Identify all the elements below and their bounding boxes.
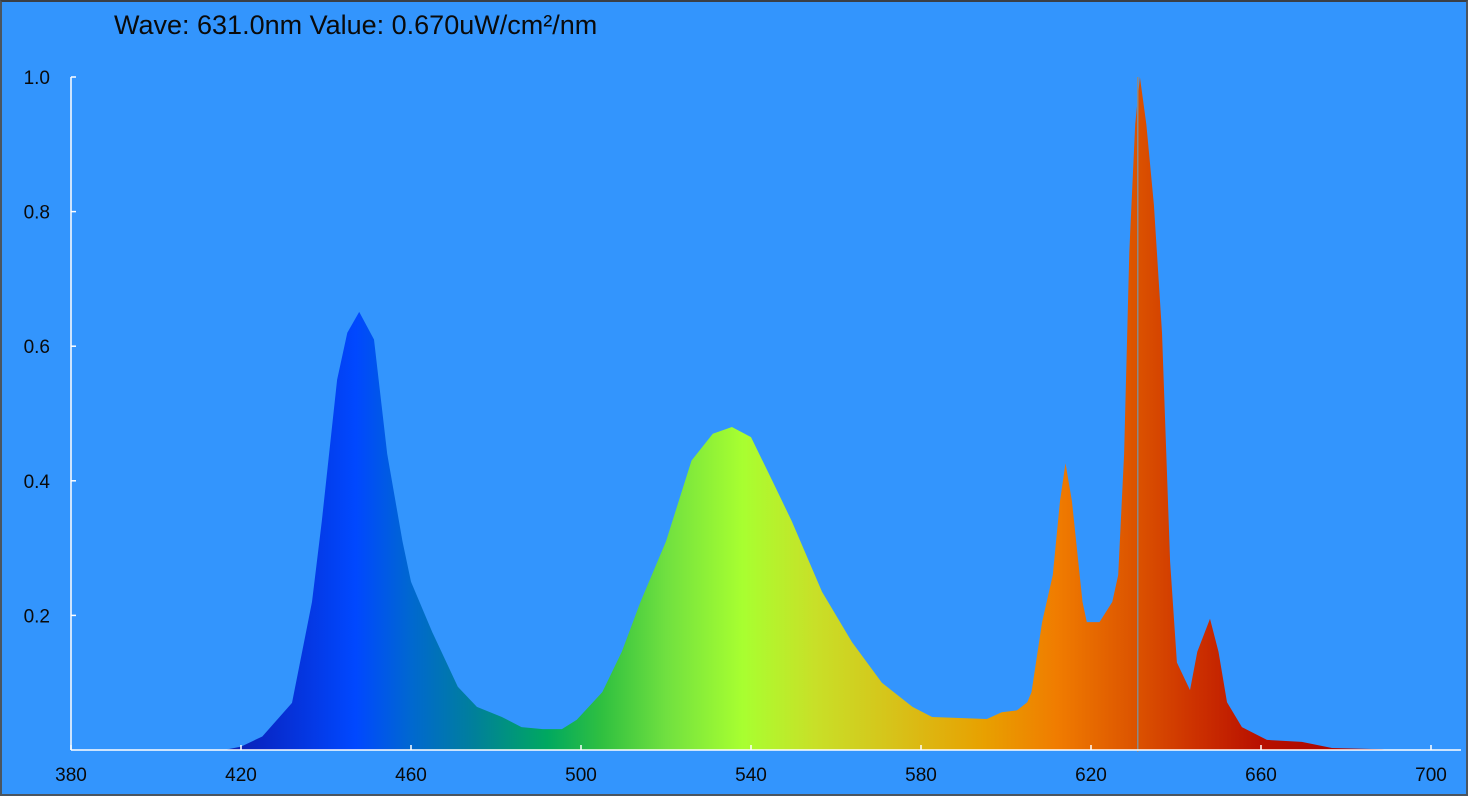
y-tick-label: 1.0	[24, 68, 50, 89]
y-tick-label: 0.2	[24, 606, 50, 627]
x-tick-label: 420	[225, 765, 257, 786]
x-tick-label: 500	[565, 765, 597, 786]
x-tick-label: 540	[735, 765, 767, 786]
x-tick-label: 700	[1415, 765, 1447, 786]
y-tick-label: 0.6	[24, 337, 50, 358]
x-tick-label: 380	[55, 765, 87, 786]
x-tick-label: 580	[905, 765, 937, 786]
y-tick-label: 0.4	[24, 472, 51, 493]
x-tick-label: 620	[1075, 765, 1107, 786]
y-tick-label: 0.8	[24, 203, 50, 224]
x-tick-label: 460	[395, 765, 427, 786]
spectrum-area	[224, 77, 1389, 750]
x-tick-label: 660	[1245, 765, 1277, 786]
cursor-readout: Wave: 631.0nm Value: 0.670uW/cm²/nm	[114, 10, 598, 40]
